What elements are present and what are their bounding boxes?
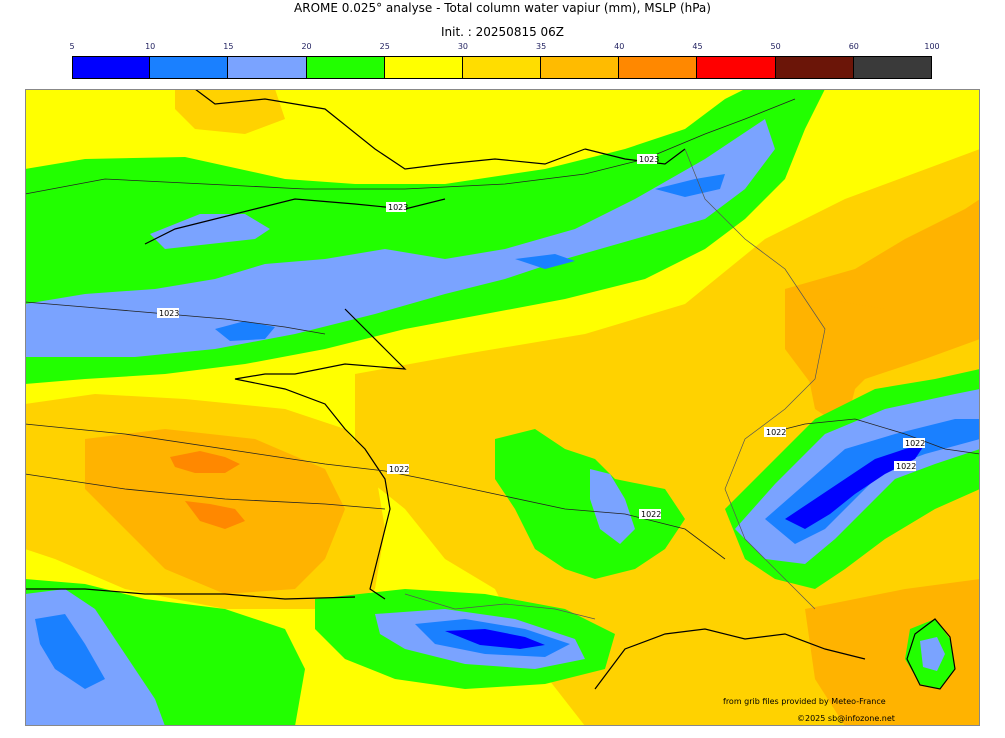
field-blue-patches-1 [215,321,275,341]
border-lines [404,148,826,620]
source-credit: from grib files provided by Meteo-France [723,697,886,706]
field-lightblue-cornwall [150,214,270,249]
svg-text:1022: 1022 [766,428,786,437]
field-blue-patches-2 [655,174,725,197]
isobar-label-2: 1023 [386,202,408,212]
svg-text:1022: 1022 [641,510,661,519]
coastline-mediterranean [594,628,866,690]
colorbar-tick-label: 50 [770,42,781,51]
isobar-label-1: 1023 [637,154,659,164]
field-orange-corsica-sea [805,579,980,726]
colorbar-tick-label: 20 [301,42,312,51]
colorbar-segment [541,56,620,78]
colorbar-segment [228,56,307,78]
isobar-1023 [25,301,326,335]
colorbar-segment [853,56,932,78]
svg-text:1022: 1022 [905,439,925,448]
colorbar-tick-label: 40 [614,42,625,51]
field-darkblue-alps [785,444,925,529]
colorbar-segment [462,56,542,78]
svg-text:1023: 1023 [388,203,408,212]
svg-text:1023: 1023 [639,155,659,164]
isobar-1022-mid [25,473,386,510]
field-darkorange-atlantic-1 [170,451,240,473]
field-lightblue-band [25,119,775,357]
colorbar-segment [697,56,776,78]
colorbar-segment [384,56,463,78]
isobar-label-6: 1022 [764,427,786,437]
field-darkorange-atlantic-2 [185,501,245,529]
svg-text:1022: 1022 [896,462,916,471]
colorbar-tick-label: 100 [924,42,940,51]
isobar-label-8: 1022 [894,461,916,471]
colorbar-segment [619,56,698,78]
map-border [25,89,980,726]
isobar-alps [764,418,980,455]
colorbar-tick-label: 60 [848,42,859,51]
svg-text:1023: 1023 [159,309,179,318]
colorbar-tick-label: 10 [145,42,156,51]
isobar-label-7: 1022 [903,438,925,448]
colorbar-tick-label: 45 [692,42,703,51]
isobar-label-4: 1022 [387,464,409,474]
isobar-label-3: 1023 [157,308,179,318]
field-orange-east-2 [805,299,895,429]
field-green-massif-central [495,429,685,579]
field-blue-patches-3 [515,254,575,269]
colorbar-tick-label: 15 [223,42,234,51]
map-title: AROME 0.025° analyse - Total column wate… [294,1,711,15]
colorbar-tick-label: 5 [69,42,75,51]
coastline-iberia [25,588,356,600]
field-darkblue-pyrenees [445,629,545,649]
isobar-north [25,98,796,195]
colorbar-segment [150,56,229,78]
svg-text:1022: 1022 [389,465,409,474]
colorbar-segment [72,56,151,78]
colorbar-tick-label: 30 [457,42,468,51]
isobar-label-5: 1022 [639,509,661,519]
coastline-corsica [906,618,956,690]
field-lightblue-massif-central [590,469,635,544]
water-vapour-map: 1023 1023 1023 1022 1022 1022 1022 1022 [25,89,980,726]
field-blue-iberia [35,614,105,689]
field-lightblue-corsica [920,637,945,671]
copyright-credit: ©2025 sb@infozone.net [797,714,895,723]
colorbar-segment [775,56,854,78]
colorbar-tick-label: 25 [379,42,390,51]
init-time: Init. : 20250815 06Z [440,25,565,39]
colorbar-tick-label: 35 [535,42,547,51]
colorbar-segment [306,56,385,78]
